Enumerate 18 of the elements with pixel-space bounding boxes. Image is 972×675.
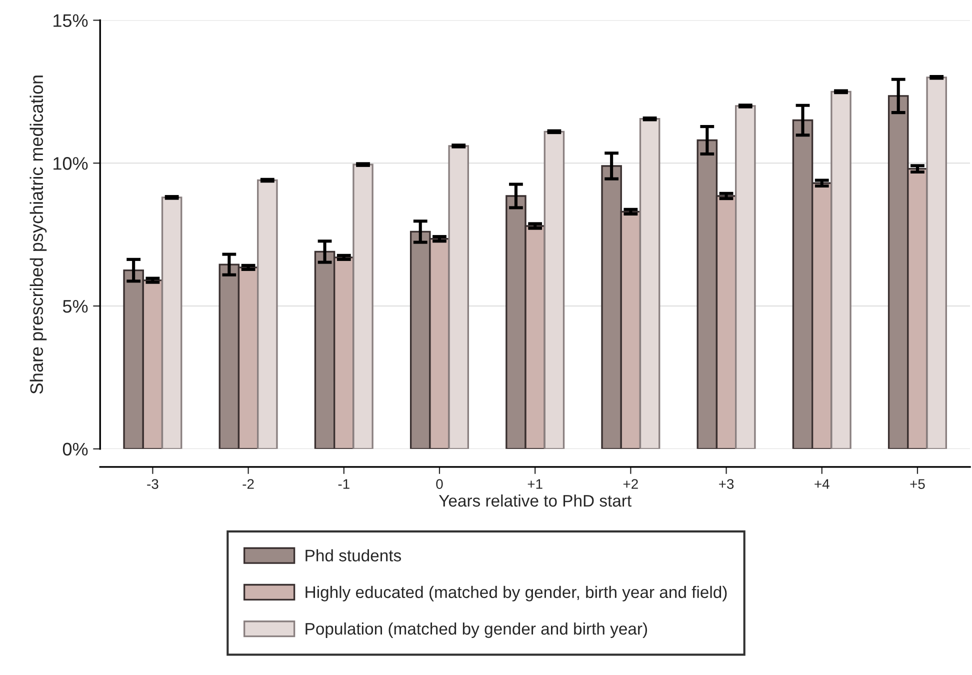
x-tick-label: +3 — [719, 479, 734, 489]
x-tick-label: 0 — [436, 479, 443, 489]
x-axis-title: Years relative to PhD start — [438, 494, 632, 507]
y-tick-label: 10% — [54, 157, 88, 170]
y-axis-title: Share prescribed psychiatric medication — [30, 76, 47, 394]
y-tick-label: 15% — [54, 14, 88, 27]
x-tick-label: +2 — [623, 479, 638, 489]
legend-label: Highly educated (matched by gender, birth year and field) — [306, 586, 727, 602]
x-tick-label: -1 — [338, 479, 350, 489]
x-tick-label: -3 — [147, 479, 158, 489]
x-tick-label: -2 — [242, 479, 254, 489]
x-tick-label: +5 — [910, 479, 925, 489]
y-tick-label: 5% — [62, 300, 88, 313]
y-tick-label: 0% — [62, 442, 88, 456]
legend-label: Phd students — [306, 549, 402, 562]
legend-label: Population (matched by gender and birth year) — [306, 622, 648, 638]
x-tick-label: +4 — [814, 479, 830, 489]
x-tick-label: +1 — [528, 479, 542, 489]
